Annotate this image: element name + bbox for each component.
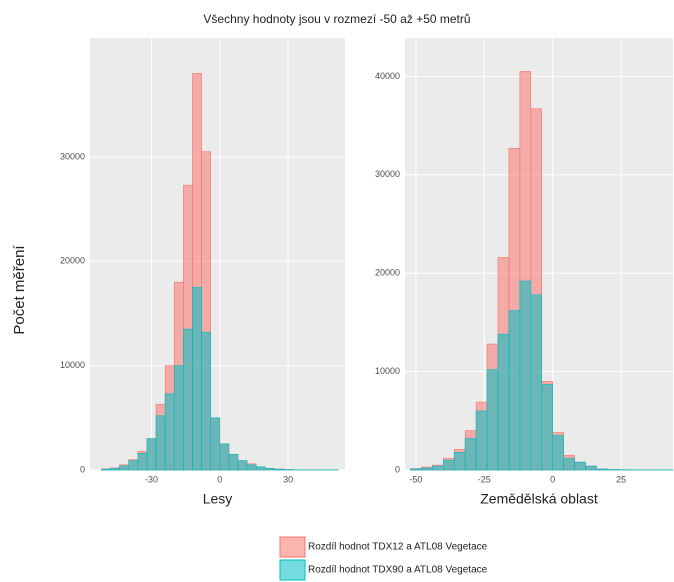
histogram-bar bbox=[219, 443, 230, 471]
histogram-bar bbox=[164, 393, 175, 471]
histogram-bar bbox=[541, 384, 553, 471]
x-axis-label: Lesy bbox=[203, 491, 233, 507]
histogram-bar bbox=[475, 410, 488, 471]
x-tick-label: 30 bbox=[283, 474, 293, 484]
histogram-bar bbox=[519, 280, 532, 471]
y-tick-label: 0 bbox=[80, 464, 85, 474]
histogram-bar bbox=[237, 460, 248, 471]
histogram-bar bbox=[574, 461, 586, 471]
histogram-bar bbox=[432, 465, 444, 471]
histogram-bar bbox=[183, 328, 193, 471]
y-tick-label: 30000 bbox=[375, 169, 400, 179]
histogram-bar bbox=[137, 453, 148, 471]
x-tick-label: 0 bbox=[217, 474, 222, 484]
histogram-bar bbox=[192, 287, 202, 471]
legend-swatch bbox=[279, 536, 306, 558]
histogram-bar bbox=[246, 464, 257, 471]
histogram-bar bbox=[497, 333, 510, 471]
y-tick-label: 30000 bbox=[60, 151, 85, 161]
histogram-bar bbox=[201, 331, 211, 471]
histogram-bar bbox=[210, 417, 221, 471]
histogram-bar bbox=[563, 457, 575, 471]
histogram-bar bbox=[101, 468, 111, 471]
histogram-bar bbox=[110, 468, 120, 471]
histogram-bar bbox=[155, 415, 166, 471]
x-tick-label: -25 bbox=[478, 474, 491, 484]
histogram-bar bbox=[508, 310, 521, 471]
chart-title: Všechny hodnoty jsou v rozmezí -50 až +5… bbox=[203, 12, 470, 26]
histogram-bar bbox=[228, 454, 239, 471]
y-tick-label: 20000 bbox=[60, 256, 85, 266]
x-tick-label: -50 bbox=[409, 474, 422, 484]
y-tick-label: 10000 bbox=[60, 360, 85, 370]
histogram-bar bbox=[255, 466, 266, 471]
legend-label: Rozdíl hodnot TDX12 a ATL08 Vegetace bbox=[308, 542, 488, 553]
histogram-bar bbox=[530, 294, 543, 471]
x-tick-label: 0 bbox=[550, 474, 555, 484]
legend-swatch bbox=[279, 559, 306, 581]
histogram-bar bbox=[585, 465, 597, 471]
histogram-bar bbox=[173, 365, 184, 471]
histogram-bar bbox=[596, 468, 608, 471]
histogram-bar bbox=[128, 460, 139, 471]
x-axis-label: Zemědělská oblast bbox=[480, 491, 598, 507]
legend-label: Rozdíl hodnot TDX90 a ATL08 Vegetace bbox=[308, 565, 488, 576]
histogram-bar bbox=[146, 438, 157, 471]
histogram-bar bbox=[421, 467, 433, 471]
histogram-bar bbox=[274, 468, 284, 471]
histogram-bar bbox=[442, 459, 455, 471]
histogram-bar bbox=[464, 438, 477, 471]
histogram-bar bbox=[552, 435, 564, 471]
y-tick-label: 20000 bbox=[375, 268, 400, 278]
histogram-bar bbox=[265, 468, 275, 471]
y-tick-label: 0 bbox=[395, 464, 400, 474]
y-axis-label: Počet měření bbox=[11, 245, 28, 335]
histogram-bar bbox=[486, 369, 499, 471]
y-tick-label: 40000 bbox=[375, 71, 400, 81]
x-tick-label: 25 bbox=[616, 474, 626, 484]
plot-background bbox=[90, 38, 345, 470]
histogram-bar bbox=[453, 451, 466, 471]
histogram-bar bbox=[119, 465, 130, 471]
histogram-bar bbox=[410, 468, 422, 471]
y-tick-label: 10000 bbox=[375, 366, 400, 376]
x-tick-label: -30 bbox=[145, 474, 158, 484]
